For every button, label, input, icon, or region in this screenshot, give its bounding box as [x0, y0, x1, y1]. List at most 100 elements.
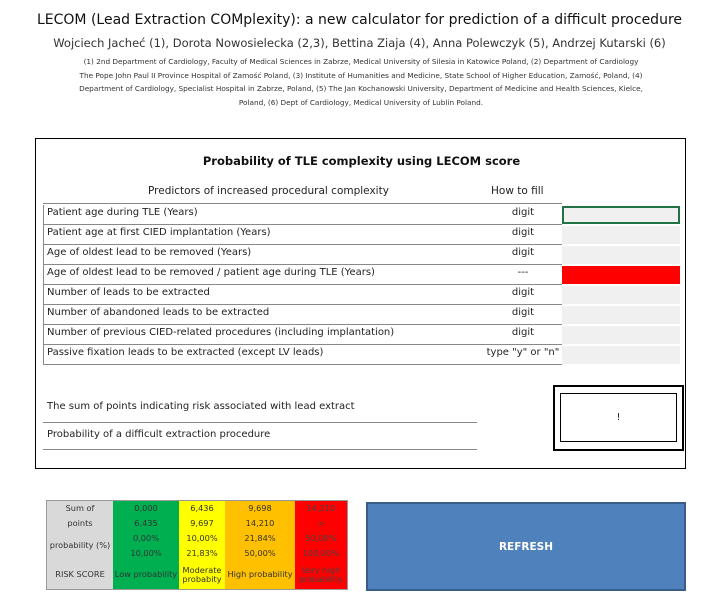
legend-text: 14,210: [245, 517, 275, 528]
divider: [43, 265, 44, 285]
legend-text: 6,436: [190, 503, 214, 513]
legend-sum-header: Sum of points: [47, 501, 113, 531]
previous-procedures-input[interactable]: [562, 326, 680, 344]
divider: [43, 364, 562, 365]
probability-label: Probability of a difficult extraction pr…: [47, 429, 271, 440]
predictor-label: Number of abandoned leads to be extracte…: [47, 307, 270, 318]
predictor-row: Patient age during TLE (Years) digit: [43, 205, 681, 225]
predictor-row: Passive fixation leads to be extracted (…: [43, 345, 681, 365]
legend-prob-range: 50,00% 100,00%: [295, 531, 347, 561]
legend-text: 50,00%: [305, 533, 337, 543]
divider: [43, 285, 44, 305]
predictor-row: Patient age at first CIED implantation (…: [43, 225, 681, 245]
risk-legend-table: Sum of points probability (%) RISK SCORE…: [46, 500, 348, 590]
legend-risk-header: RISK SCORE: [47, 561, 113, 589]
patient-age-input[interactable]: [562, 206, 680, 224]
fill-hint: digit: [511, 327, 535, 338]
result-frame: [553, 385, 684, 451]
abandoned-leads-input[interactable]: [562, 306, 680, 324]
fill-hint: digit: [511, 207, 535, 218]
divider: [43, 224, 562, 225]
passive-fixation-input[interactable]: [562, 346, 680, 364]
legend-sum-range: 0,000 6,435: [113, 501, 179, 531]
predictor-label: Passive fixation leads to be extracted (…: [47, 347, 324, 358]
legend-text: >: [317, 517, 325, 528]
legend-sum-range: 14,210 >: [295, 501, 347, 531]
fill-hint: digit: [511, 227, 535, 238]
column-header-how-to-fill: How to fill: [491, 185, 544, 197]
legend-text: 6,435: [134, 517, 158, 528]
sum-points-label: The sum of points indicating risk associ…: [47, 401, 355, 412]
page-title: LECOM (Lead Extraction COMplexity): a ne…: [36, 12, 683, 28]
oldest-lead-age-input[interactable]: [562, 246, 680, 264]
authors: Wojciech Jacheć (1), Dorota Nowosielecka…: [53, 36, 666, 50]
legend-risk-label: High probability: [225, 561, 295, 589]
divider: [43, 244, 562, 245]
legend-text: 0,00%: [132, 533, 159, 543]
affiliation-line: Poland, (6) Dept of Cardiology, Medical …: [238, 97, 484, 107]
predictor-label: Number of previous CIED-related procedur…: [47, 327, 395, 338]
legend-text: 10,00%: [130, 547, 162, 558]
legend-text: 14,210: [306, 503, 336, 513]
legend-risk-label: Moderate probabity: [179, 561, 225, 589]
fill-hint: type "y" or "n": [486, 347, 560, 358]
divider: [43, 284, 562, 285]
legend-text: 100,00%: [302, 547, 340, 558]
divider: [43, 422, 477, 423]
divider: [43, 344, 562, 345]
divider: [43, 449, 477, 450]
predictor-label: Number of leads to be extracted: [47, 287, 210, 298]
predictor-label: Age of oldest lead to be removed (Years): [47, 247, 252, 258]
legend-text: points: [67, 518, 93, 528]
leads-extracted-input[interactable]: [562, 286, 680, 304]
divider: [43, 225, 44, 245]
divider: [43, 203, 562, 204]
fill-hint: digit: [511, 307, 535, 318]
affiliation-line: Department of Cardiology, Specialist Hos…: [79, 84, 643, 94]
legend-text: 0,000: [134, 503, 158, 513]
age-first-implant-input[interactable]: [562, 226, 680, 244]
legend-prob-range: 10,00% 21,83%: [179, 531, 225, 561]
refresh-button[interactable]: REFRESH: [366, 502, 686, 591]
predictor-row: Number of abandoned leads to be extracte…: [43, 305, 681, 325]
legend-text: 21,83%: [186, 547, 218, 558]
legend-text: 9,698: [248, 503, 272, 513]
divider: [43, 245, 44, 265]
legend-prob-header: probability (%): [47, 531, 113, 561]
predictor-label: Patient age at first CIED implantation (…: [47, 227, 271, 238]
legend-prob-range: 21,84% 50,00%: [225, 531, 295, 561]
affiliation-line: (1) 2nd Department of Cardiology, Facult…: [83, 57, 639, 66]
predictor-row: Age of oldest lead to be removed (Years)…: [43, 245, 681, 265]
predictor-row: Number of previous CIED-related procedur…: [43, 325, 681, 345]
column-header-predictors: Predictors of increased procedural compl…: [148, 185, 389, 197]
legend-sum-range: 6,436 9,697: [179, 501, 225, 531]
predictor-label: Age of oldest lead to be removed / patie…: [47, 267, 375, 278]
predictor-label: Patient age during TLE (Years): [47, 207, 198, 218]
legend-risk-label: Very high probability: [295, 561, 347, 589]
result-value: !: [560, 393, 677, 442]
divider: [43, 304, 562, 305]
fill-hint: ---: [517, 267, 529, 278]
divider: [43, 264, 562, 265]
legend-text: 50,00%: [244, 547, 276, 558]
legend-sum-range: 9,698 14,210: [225, 501, 295, 531]
predictor-row: Number of leads to be extracted digit: [43, 285, 681, 305]
legend-text: 21,84%: [244, 533, 276, 543]
divider: [43, 324, 562, 325]
divider: [43, 325, 44, 345]
fill-hint: digit: [511, 287, 535, 298]
calculator-title: Probability of TLE complexity using LECO…: [202, 154, 521, 168]
legend-text: Sum of: [65, 502, 95, 513]
affiliation-line: The Pope John Paul II Province Hospital …: [79, 70, 643, 80]
divider: [43, 305, 44, 325]
divider: [43, 345, 44, 365]
legend-text: 9,697: [190, 517, 214, 528]
calculator-panel: Probability of TLE complexity using LECO…: [35, 138, 686, 469]
lead-age-ratio-cell: [562, 266, 680, 284]
predictor-row: Age of oldest lead to be removed / patie…: [43, 265, 681, 285]
fill-hint: digit: [511, 247, 535, 258]
legend-text: 10,00%: [186, 533, 218, 543]
divider: [43, 205, 44, 225]
affiliations: (1) 2nd Department of Cardiology, Facult…: [48, 55, 674, 109]
legend-prob-range: 0,00% 10,00%: [113, 531, 179, 561]
